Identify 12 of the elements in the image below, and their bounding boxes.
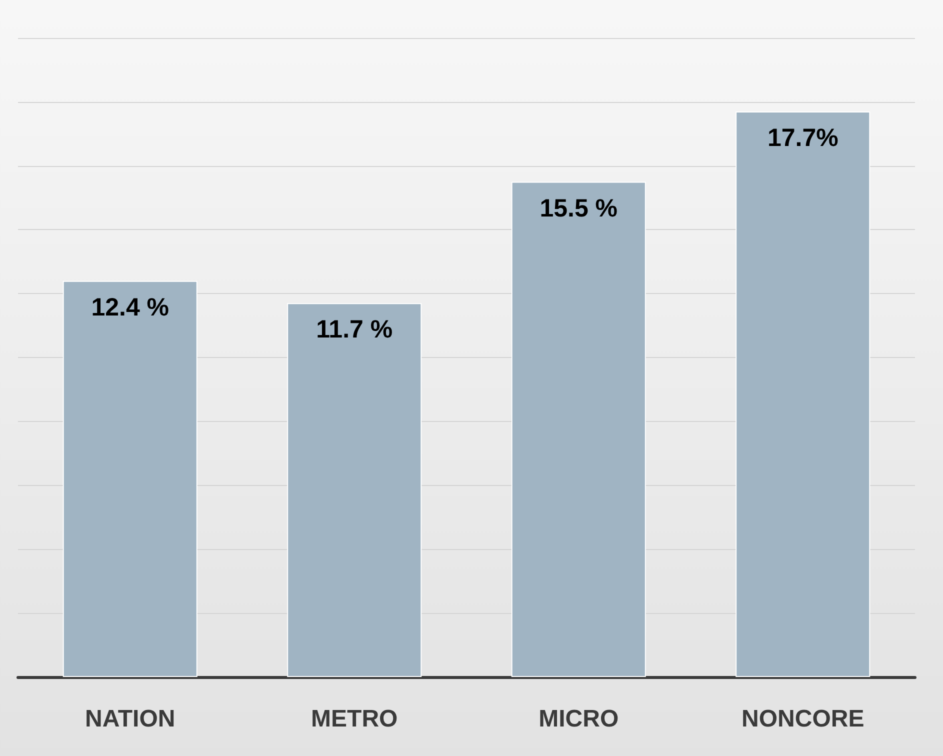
data-label: 15.5 %: [540, 194, 618, 222]
x-tick-label: NATION: [85, 706, 176, 732]
x-tick-label: MICRO: [538, 706, 619, 732]
data-label: 11.7 %: [316, 316, 393, 344]
x-tick-label: NONCORE: [742, 706, 864, 732]
data-label: 17.7%: [767, 124, 838, 152]
x-tick-label: METRO: [311, 706, 398, 732]
data-label: 12.4 %: [91, 293, 170, 322]
bar: [511, 182, 646, 677]
bar: [736, 111, 870, 677]
bar: [62, 280, 198, 677]
bar: [287, 303, 422, 677]
